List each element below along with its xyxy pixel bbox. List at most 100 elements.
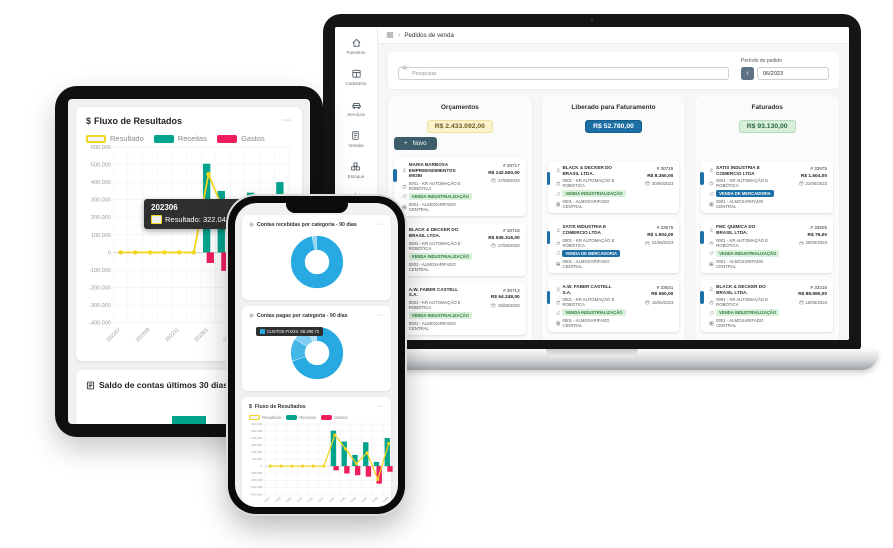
sidebar-item-cadastros[interactable]: Cadastros <box>346 68 366 86</box>
svg-text:202211: 202211 <box>305 496 315 502</box>
card-accent-tab <box>546 231 551 245</box>
order-number: # 33216 <box>810 284 828 290</box>
kanban-column-liberado: Liberado para Faturamento R$ 52.780,00 B… <box>541 96 686 340</box>
order-date: 21/06/2023 <box>805 181 828 186</box>
legend-label[interactable]: Receitas <box>177 134 207 143</box>
filter-panel: Período do pedido ‹ 06/2023 <box>388 52 839 89</box>
order-date: 16/05/2023 <box>805 299 828 305</box>
svg-text:202301: 202301 <box>193 327 210 344</box>
column-total-badge: R$ 2.433.092,00 <box>426 120 493 133</box>
ellipsis-menu-icon[interactable]: ⋯ <box>377 313 384 319</box>
order-date: 27/06/2023 <box>498 178 520 183</box>
order-value: R$ 8.350,00 <box>647 173 674 179</box>
order-value: R$ 536.316,00 <box>488 235 520 241</box>
ellipsis-menu-icon[interactable]: ⋯ <box>377 222 384 228</box>
order-card[interactable]: BLACK & DECKER DO BRASIL LTDA. 0001 - KR… <box>546 161 680 214</box>
card-accent-tab <box>393 169 397 182</box>
order-card[interactable]: MARIA BARBOSA EMPREENDIMENTOS IMOBI 0001… <box>393 158 526 217</box>
legend-label[interactable]: Resultado <box>110 134 144 143</box>
warehouse-icon <box>709 202 714 207</box>
sidebar-item-servicos[interactable]: Serviços <box>347 99 365 117</box>
calendar-icon <box>799 300 804 305</box>
company-icon <box>556 300 560 305</box>
table-icon <box>351 69 361 78</box>
order-value: R$ 76,00 <box>807 232 828 238</box>
order-number: # 33675 <box>810 166 828 171</box>
period-value[interactable]: 06/2023 <box>757 67 829 80</box>
order-type-badge: VENDA INDUSTRIALIZAÇÃO <box>716 309 780 317</box>
search-input[interactable] <box>398 67 729 80</box>
tag-icon <box>709 310 714 315</box>
tooltip-value: CUSTOS FIXOS: 68.390,72 <box>267 329 320 334</box>
calendar-icon <box>645 181 650 186</box>
calendar-icon <box>799 241 804 245</box>
order-value: R$ 142.500,00 <box>488 170 520 176</box>
document-icon <box>352 131 360 140</box>
svg-text:202208: 202208 <box>272 496 282 502</box>
sidebar-item-estoque[interactable]: Estoque <box>348 161 364 179</box>
order-type-badge: VENDA INDUSTRIALIZAÇÃO <box>562 309 626 317</box>
order-value: R$ 1.504,00 <box>800 173 828 179</box>
svg-text:100.000: 100.000 <box>91 233 111 239</box>
order-card[interactable]: FMC QUIMICA DO BRASIL LTDA. 0001 - KR AU… <box>700 220 834 273</box>
order-card[interactable]: A.W. FABER CASTELL S.A. 0001 - KR AUTOMA… <box>546 279 680 333</box>
svg-text:202207: 202207 <box>261 496 271 502</box>
order-card[interactable]: FMC QUIMICA DO BRASIL LTDA. 0001 - KR AU… <box>547 339 680 340</box>
fluxo-resultados-card-mobile: $ Fluxo de Resultados ⋯ Resultado Receit… <box>242 397 395 507</box>
order-date: 26/06/2023 <box>498 302 520 308</box>
order-card[interactable]: SATIS INDUSTRIA E COMERCIO LTDA 0001 - K… <box>700 161 834 214</box>
ellipsis-menu-icon[interactable]: ⋯ <box>282 115 292 125</box>
kanban-column-faturados: Faturados R$ 93.130,00 SATIS INDUSTRIA E… <box>695 96 840 340</box>
order-card[interactable]: A.W. FABER CASTELL S.A. 0001 - KR AUTOMA… <box>701 339 834 340</box>
legend-label[interactable]: Gastos <box>334 415 348 420</box>
company-icon <box>402 184 407 189</box>
order-number: # 30713 <box>503 287 520 293</box>
svg-text:400.000: 400.000 <box>251 436 262 440</box>
sidebar-item-vendas[interactable]: Vendas <box>348 130 364 148</box>
legend-label[interactable]: Resultado <box>262 415 282 420</box>
legend-label[interactable]: Receitas <box>299 415 317 420</box>
order-type-badge: VENDA INDUSTRIALIZAÇÃO <box>408 252 472 260</box>
new-order-button[interactable]: + Novo <box>394 137 437 150</box>
svg-text:-400.000: -400.000 <box>89 321 111 327</box>
order-card[interactable]: A.W. FABER CASTELL S.A. 0001 - KR AUTOMA… <box>393 282 526 336</box>
laptop-screen: Favoritos Cadastros Serviços Vendas Esto… <box>335 27 849 340</box>
svg-text:202302: 202302 <box>337 496 347 502</box>
order-card[interactable]: SATIS INDUSTRIA E COMERCIO LTDA 0001 - K… <box>546 220 680 273</box>
order-card[interactable]: BLACK & DECKER DO BRASIL LTDA. 0001 - KR… <box>393 223 526 276</box>
calendar-icon <box>491 178 496 183</box>
order-card[interactable]: BLACK & DECKER DO BRASIL LTDA. 0001 - KR… <box>700 279 834 333</box>
dollar-icon: $ <box>86 115 92 126</box>
column-title: Faturados <box>751 104 783 111</box>
hamburger-menu-icon[interactable] <box>386 31 394 39</box>
sidebar-item-favoritos[interactable]: Favoritos <box>347 37 365 55</box>
svg-text:500.000: 500.000 <box>251 429 262 433</box>
company-icon <box>709 300 714 305</box>
svg-text:200.000: 200.000 <box>251 450 262 454</box>
legend-swatch-gastos <box>216 134 237 143</box>
svg-text:600.000: 600.000 <box>251 422 262 426</box>
tooltip-swatch <box>151 215 162 224</box>
dollar-icon: $ <box>249 403 252 410</box>
order-value: R$ 560,00 <box>651 292 674 298</box>
svg-text:202212: 202212 <box>315 496 325 502</box>
company-icon <box>709 241 714 245</box>
received-donut-chart[interactable] <box>288 233 346 291</box>
period-prev-button[interactable]: ‹ <box>741 67 754 80</box>
svg-text:100.000: 100.000 <box>251 457 262 461</box>
column-total-badge: R$ 52.780,00 <box>585 120 642 133</box>
chart-legend: Resultado Receitas Gastos <box>249 415 384 420</box>
company-icon <box>556 181 560 186</box>
ellipsis-menu-icon[interactable]: ⋯ <box>377 404 384 410</box>
legend-label[interactable]: Gastos <box>240 134 265 143</box>
svg-text:300.000: 300.000 <box>91 198 111 204</box>
person-icon <box>709 228 714 233</box>
fluxo-combo-chart-mobile[interactable]: 600.000 500.000 400.000 300.000 200.000 100.0… <box>249 420 397 506</box>
warehouse-icon <box>709 321 714 326</box>
svg-text:-200.000: -200.000 <box>250 478 262 482</box>
order-number: # 30717 <box>503 163 520 168</box>
donut-icon <box>249 222 254 227</box>
calendar-icon <box>645 300 650 305</box>
search-field-wrap <box>398 62 729 80</box>
saldo-chart-bar-peek <box>172 416 206 424</box>
